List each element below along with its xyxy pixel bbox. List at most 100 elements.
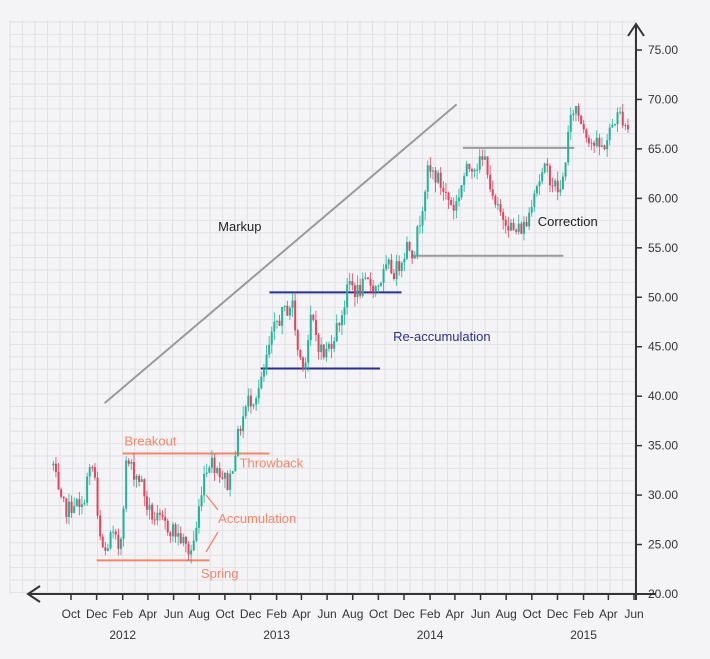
candle (101, 534, 104, 549)
candle (161, 510, 164, 521)
candle (182, 533, 185, 547)
candle (270, 326, 273, 354)
candle-body (179, 533, 182, 544)
candle (218, 462, 221, 483)
y-tick-label: 65.00 (648, 142, 678, 156)
candle-body (502, 212, 505, 220)
candle (608, 123, 611, 146)
candle-body (556, 180, 559, 193)
annotation-markup: Markup (218, 219, 261, 234)
y-tick-label: 50.00 (648, 290, 678, 304)
x-tick-label: Dec (393, 607, 414, 621)
candle (483, 149, 486, 160)
candle (398, 255, 401, 276)
candle-body (86, 476, 89, 503)
candle-body (278, 320, 281, 326)
candle-body (91, 467, 94, 469)
candle (426, 160, 429, 200)
candle (517, 214, 520, 235)
candle-body (353, 285, 356, 298)
candle-body (569, 115, 572, 132)
candle-body (151, 504, 154, 520)
candle (210, 450, 213, 474)
candle-body (83, 502, 86, 505)
candle-body (564, 162, 567, 177)
candle-body (351, 281, 354, 286)
candle (447, 191, 450, 209)
candle-body (577, 105, 580, 116)
candle (338, 322, 341, 332)
x-tick-label: Jun (164, 607, 183, 621)
x-tick-label: Dec (86, 607, 107, 621)
candle-body (109, 532, 112, 549)
candle-body (322, 344, 325, 358)
candle (330, 335, 333, 359)
candle (216, 466, 219, 476)
candle-body (434, 170, 437, 183)
candle-body (346, 284, 349, 308)
candle (366, 277, 369, 280)
candle (502, 208, 505, 230)
x-year-label: 2012 (109, 628, 136, 642)
candle (335, 314, 338, 343)
candle-body (595, 137, 598, 146)
candle-body (619, 111, 622, 113)
candle-body (444, 191, 447, 193)
grid (9, 20, 636, 594)
candle (395, 254, 398, 286)
candle-body (275, 320, 278, 322)
candle-body (153, 519, 156, 521)
candle-body (286, 305, 289, 316)
candle (135, 474, 138, 488)
x-year-label: 2015 (570, 628, 597, 642)
candle (65, 497, 68, 524)
candle (369, 272, 372, 294)
candle-body (57, 472, 60, 490)
candle (54, 457, 57, 478)
candle-body (403, 258, 406, 263)
candle (169, 531, 172, 543)
candle (200, 486, 203, 512)
candle (99, 509, 102, 541)
candle (322, 344, 325, 360)
candle (587, 134, 590, 148)
candle-body (223, 473, 226, 479)
candle-body (229, 473, 232, 490)
candle-body (515, 229, 518, 232)
candle-body (496, 204, 499, 206)
candle-body (491, 189, 494, 196)
candle (559, 179, 562, 196)
candle (239, 425, 242, 436)
candle-body (509, 222, 512, 231)
candle-body (184, 536, 187, 544)
candle-body (390, 259, 393, 274)
candle (353, 282, 356, 307)
candle (379, 281, 382, 287)
candle-body (338, 323, 341, 326)
candle (283, 305, 286, 312)
candle (174, 522, 177, 543)
candle-body (528, 212, 531, 227)
candle-body (283, 305, 286, 308)
candle-body (106, 548, 109, 551)
candle-body (512, 222, 515, 230)
candle-body (242, 416, 245, 432)
candle-body (205, 472, 208, 474)
x-tick-label: Feb (573, 607, 594, 621)
x-tick-label: Apr (139, 607, 158, 621)
candle (143, 478, 146, 507)
candle-body (340, 315, 343, 326)
candle-body (312, 314, 315, 320)
candle (91, 465, 94, 472)
candle (93, 463, 96, 481)
x-tick-label: Apr (292, 607, 311, 621)
y-tick-label: 60.00 (648, 191, 678, 205)
candle-body (161, 514, 164, 517)
candle-body (171, 524, 174, 537)
x-tick-label: Feb (420, 607, 441, 621)
candle (164, 507, 167, 530)
candle (307, 334, 310, 372)
candle (203, 465, 206, 503)
y-axis-arrow-icon (627, 22, 645, 37)
